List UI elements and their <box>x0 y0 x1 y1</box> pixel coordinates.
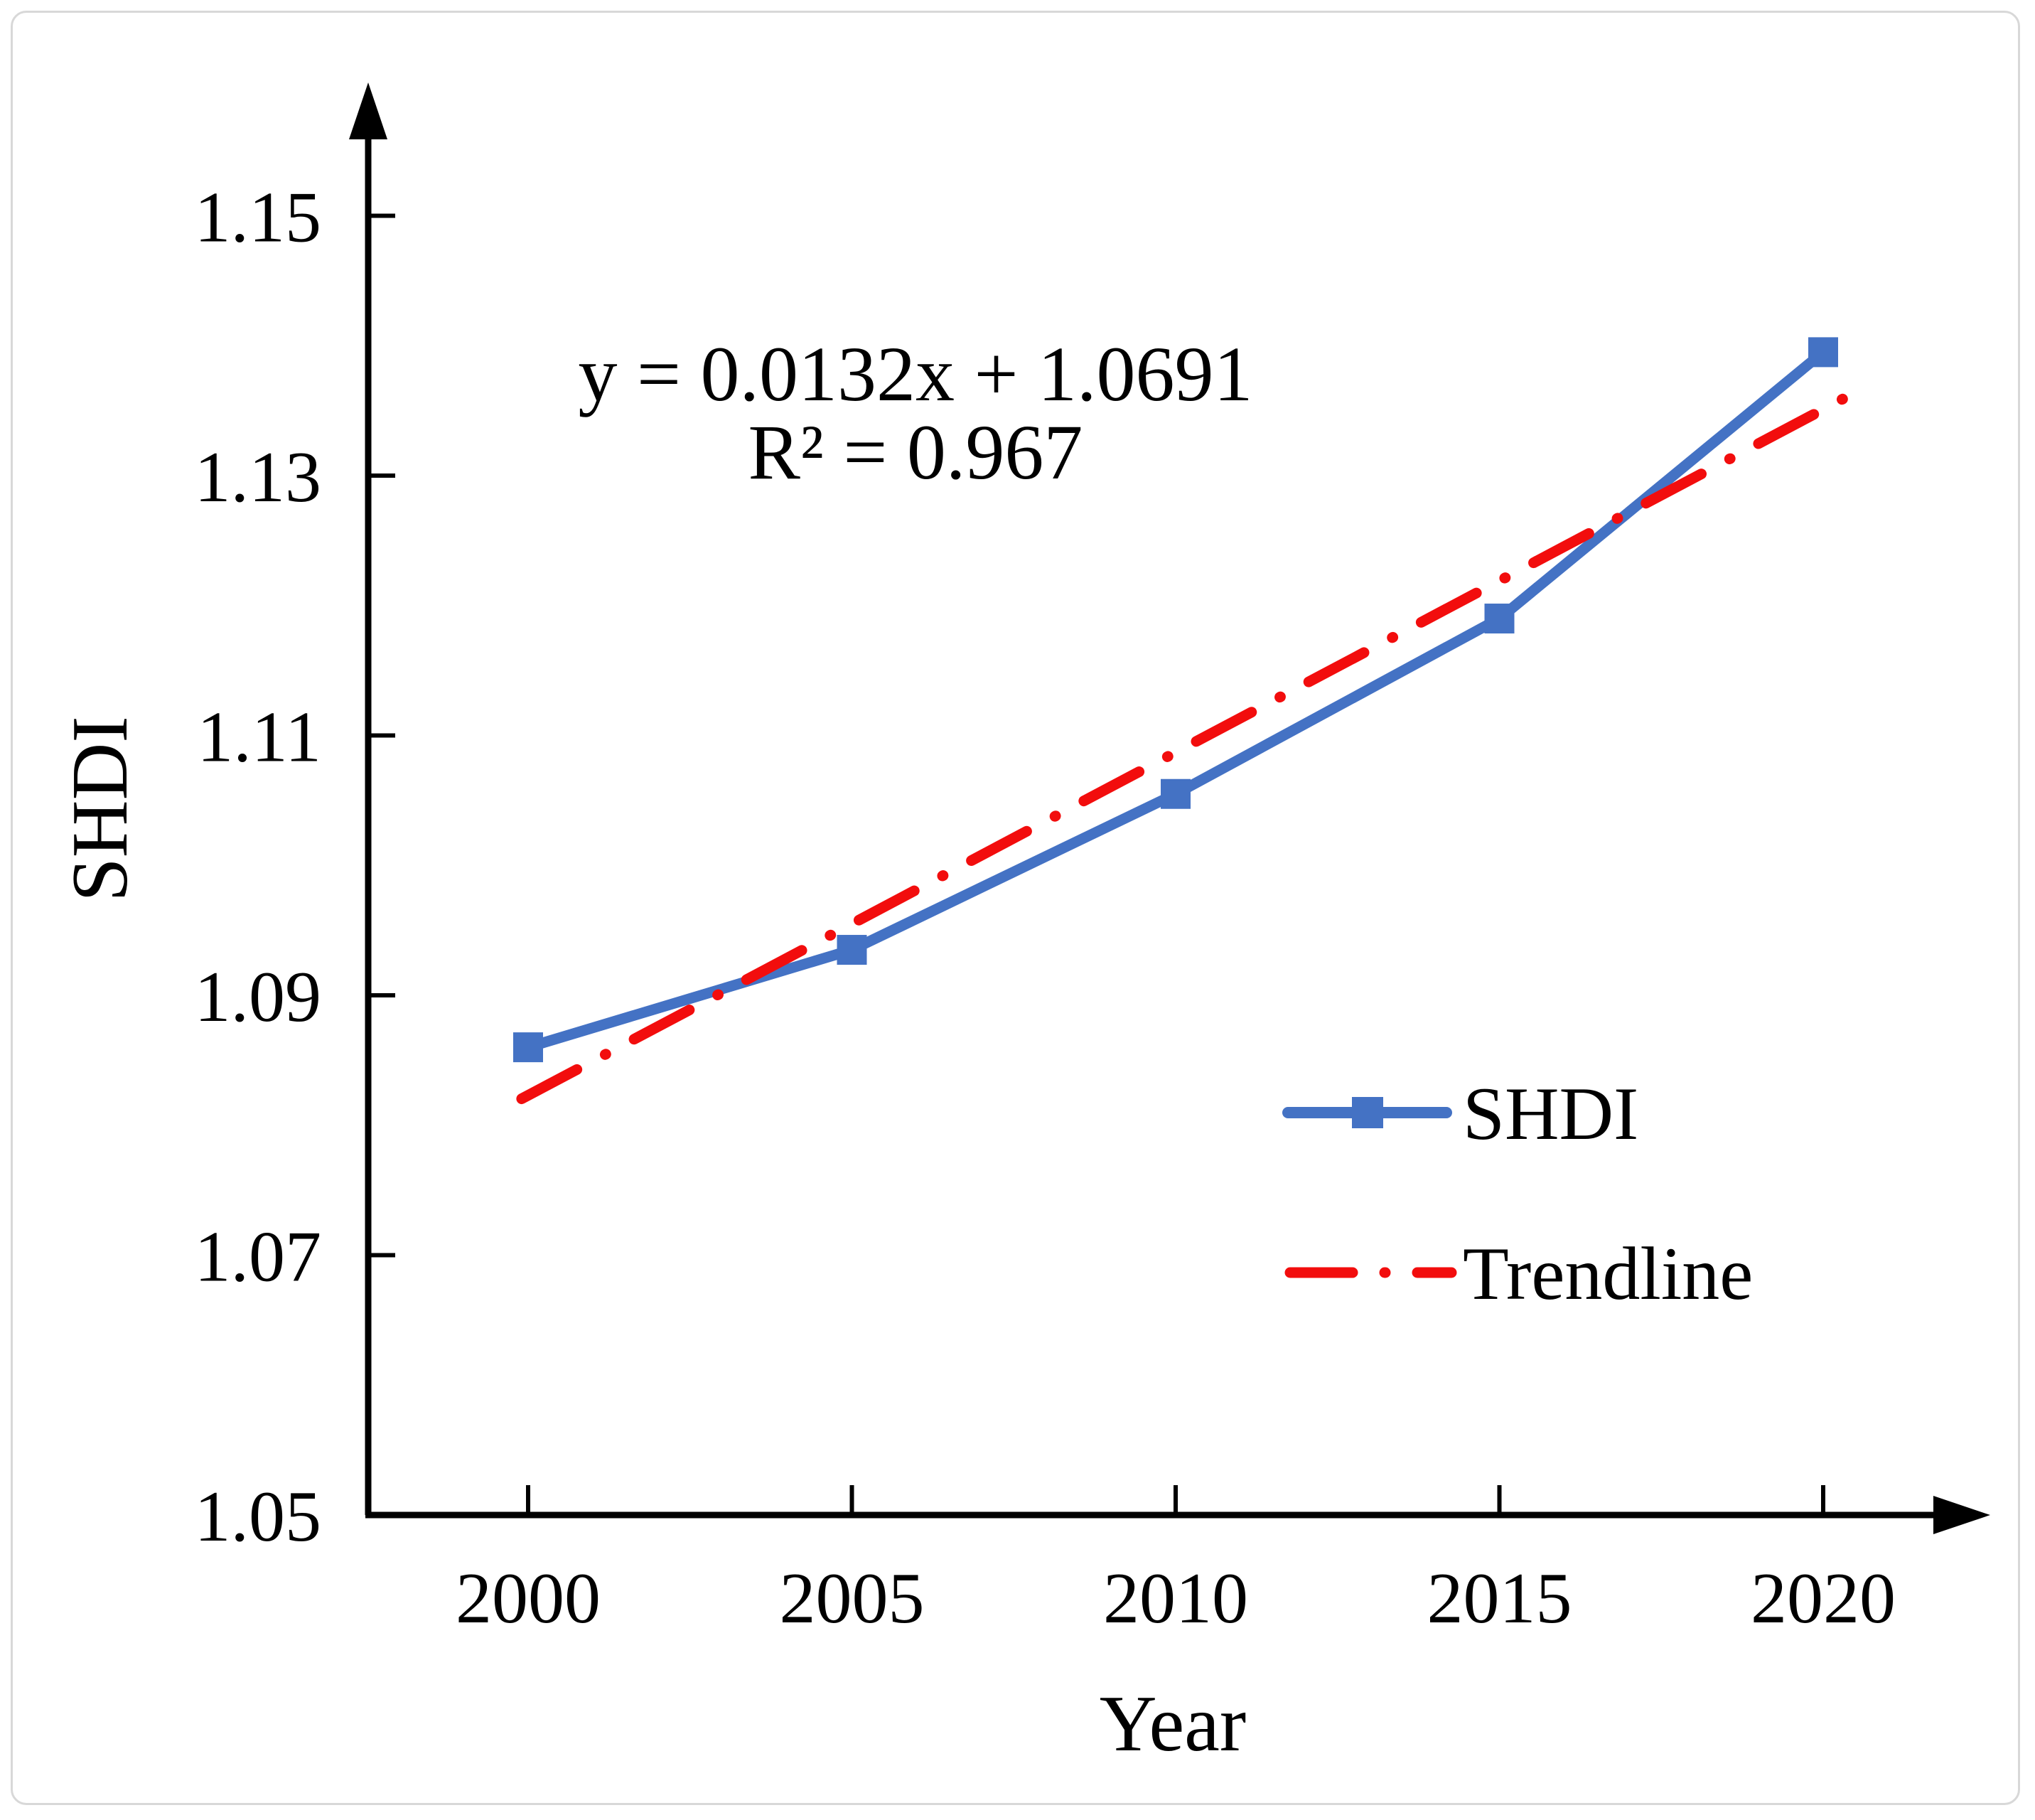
x-tick-label: 2020 <box>1751 1558 1896 1639</box>
legend-item-trendline: Trendline <box>1284 1232 1753 1315</box>
y-tick-label: 1.11 <box>197 697 321 778</box>
legend-shdi-label: SHDI <box>1463 1072 1638 1155</box>
y-axis-title: SHDI <box>56 716 144 901</box>
x-tick-label: 2000 <box>456 1558 601 1639</box>
y-tick-label: 1.15 <box>195 178 322 258</box>
legend-trendline-label: Trendline <box>1463 1232 1753 1315</box>
x-axis-ticks: 2000 2005 2010 2015 2020 <box>456 1485 1896 1639</box>
trendline-equation-label: y = 0.0132x + 1.0691 <box>578 331 1252 417</box>
y-tick-label: 1.07 <box>195 1217 322 1297</box>
x-axis-title: Year <box>1100 1680 1246 1768</box>
trendline <box>516 393 1848 1105</box>
shdi-data-point-marker <box>1484 604 1515 634</box>
shdi-data-point-marker <box>1808 337 1838 368</box>
r-squared-label: R² = 0.967 <box>748 409 1083 496</box>
shdi-data-point-marker <box>1161 778 1191 809</box>
y-axis-arrow-icon <box>349 82 387 139</box>
legend-shdi-marker-icon <box>1352 1097 1383 1128</box>
x-tick-label: 2015 <box>1427 1558 1572 1639</box>
x-tick-label: 2010 <box>1103 1558 1248 1639</box>
x-axis-arrow-icon <box>1933 1496 1990 1534</box>
shdi-series-line <box>526 348 1827 1053</box>
shdi-data-point-marker <box>513 1032 543 1063</box>
legend: SHDI Trendline <box>1282 1072 1753 1315</box>
y-tick-label: 1.05 <box>195 1477 322 1557</box>
shdi-series <box>513 337 1838 1063</box>
shdi-data-point-marker <box>837 935 867 965</box>
axes <box>349 82 1990 1534</box>
trendline-path <box>516 393 1848 1105</box>
chart-card <box>11 11 2020 1805</box>
x-tick-label: 2005 <box>780 1558 925 1639</box>
y-axis-ticks: 1.15 1.13 1.11 1.09 1.07 1.05 <box>195 178 395 1557</box>
legend-item-shdi: SHDI <box>1282 1072 1638 1155</box>
y-tick-label: 1.13 <box>195 437 322 518</box>
y-tick-label: 1.09 <box>195 957 322 1037</box>
